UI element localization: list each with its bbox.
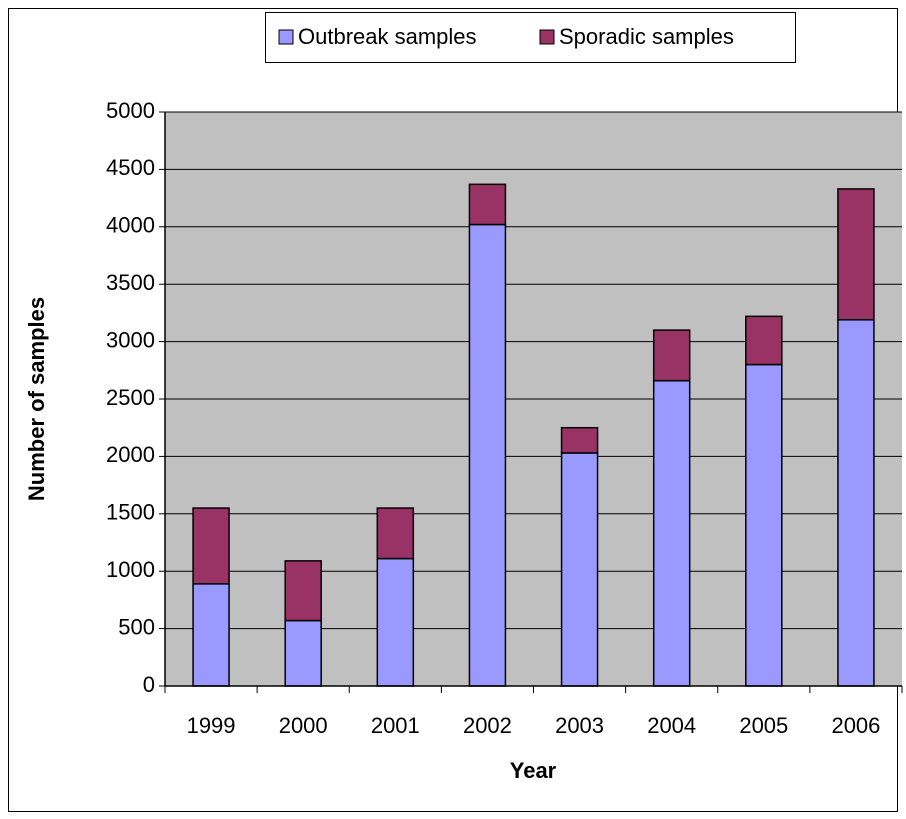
y-tick-label: 3500 [106, 270, 155, 295]
x-tick-label: 1999 [187, 713, 236, 738]
bar-segment [284, 560, 322, 622]
y-tick-label: 1500 [106, 500, 155, 525]
bar-segment [376, 507, 415, 560]
bar-segment [560, 426, 599, 454]
bar-segment [745, 315, 783, 366]
bar-segment [468, 183, 507, 226]
y-tick-label: 500 [118, 614, 155, 639]
bar-segment [745, 363, 783, 687]
x-tick-label: 2001 [371, 713, 420, 738]
legend-box [265, 12, 796, 63]
y-tick-label: 2500 [106, 385, 155, 410]
bar-segment [192, 583, 230, 687]
x-tick-label: 2003 [555, 713, 604, 738]
bar-segment [837, 188, 875, 321]
bar-segment [560, 452, 599, 687]
x-tick-label: 2006 [831, 713, 880, 738]
x-tick-label: 2002 [463, 713, 512, 738]
x-axis-label: Year [510, 758, 557, 783]
x-tick-label: 2005 [739, 713, 788, 738]
bar-segment [652, 379, 691, 687]
bar-segment [652, 329, 691, 382]
y-tick-label: 4000 [106, 213, 155, 238]
y-tick-label: 4500 [106, 155, 155, 180]
legend-swatch [539, 29, 555, 45]
legend: Outbreak samples Sporadic samples [278, 24, 734, 49]
y-tick-label: 1000 [106, 557, 155, 582]
legend-label: Outbreak samples [298, 24, 477, 49]
x-tick-label: 2000 [279, 713, 328, 738]
bar-segment [837, 319, 875, 687]
y-tick-label: 0 [143, 672, 155, 697]
y-axis-label: Number of samples [24, 297, 49, 501]
y-tick-label: 3000 [106, 327, 155, 352]
bar-segment [192, 507, 230, 585]
bar-segment [468, 223, 507, 687]
legend-label: Sporadic samples [559, 24, 734, 49]
bar-segment [376, 557, 415, 687]
bar-segment [284, 619, 322, 687]
y-tick-label: 2000 [106, 442, 155, 467]
legend-swatch [278, 29, 294, 45]
y-tick-label: 5000 [106, 98, 155, 123]
x-tick-label: 2004 [647, 713, 696, 738]
